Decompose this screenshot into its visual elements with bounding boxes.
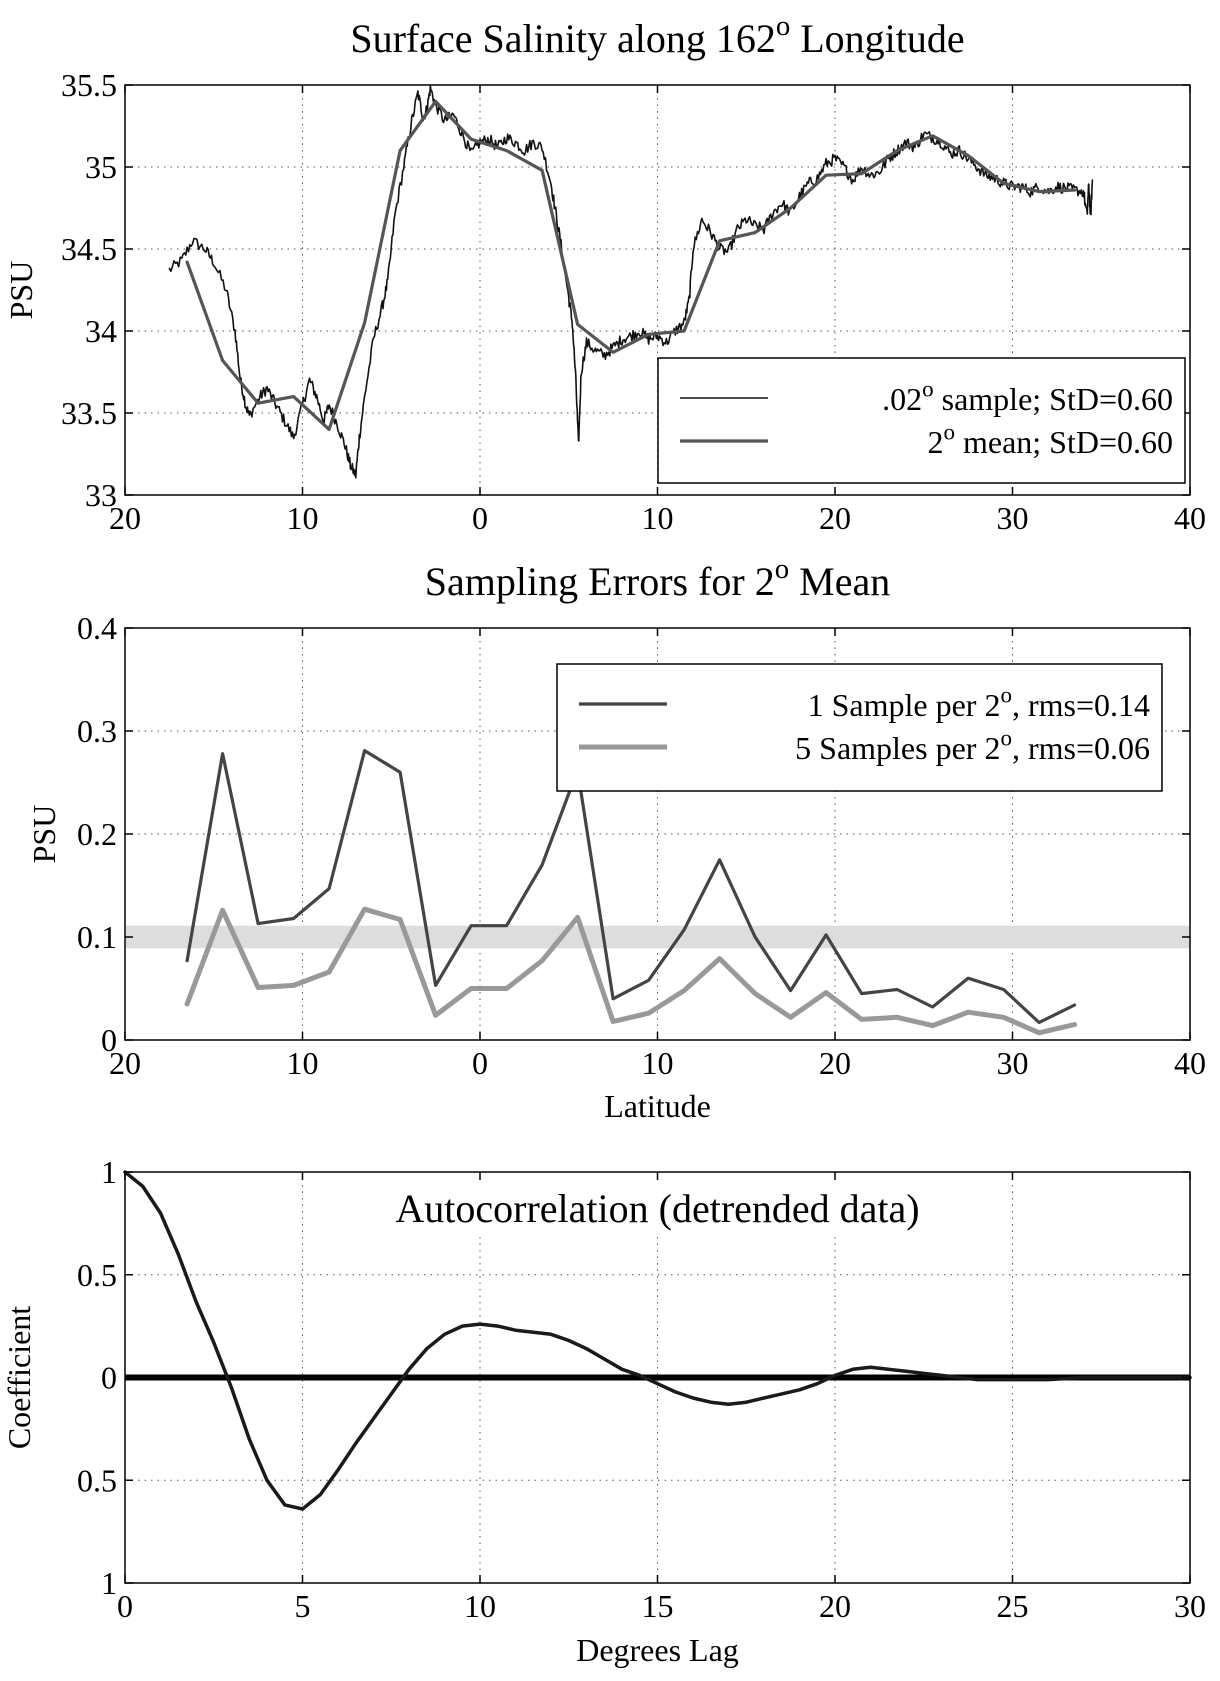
y-tick-label: 34: [85, 313, 117, 349]
series-line-2: [185, 99, 1077, 431]
x-tick-label: 20: [819, 1045, 851, 1081]
x-tick-label: 10: [642, 1045, 674, 1081]
chart-title: Sampling Errors for 2o Mean: [425, 553, 890, 604]
x-axis-label: Latitude: [604, 1088, 711, 1124]
legend: 1 Sample per 2o, rms=0.145 Samples per 2…: [556, 663, 1163, 792]
y-tick-label: 0: [101, 1360, 117, 1396]
x-tick-label: 10: [287, 500, 319, 536]
y-tick-label: 33: [85, 477, 117, 513]
series-line-1: [168, 84, 1094, 479]
y-tick-label: 33.5: [61, 395, 117, 431]
x-axis-label: Degrees Lag: [576, 1632, 739, 1668]
x-tick-label: 0: [472, 1045, 488, 1081]
legend-label: 2o mean; StD=0.60: [927, 419, 1173, 460]
x-tick-label: 20: [109, 500, 141, 536]
x-tick-label: 30: [997, 500, 1029, 536]
y-tick-label: 1: [101, 1565, 117, 1601]
y-tick-label: 0: [101, 1022, 117, 1058]
legend-label: .02o sample; StD=0.60: [882, 376, 1173, 417]
y-tick-label: 1: [101, 1154, 117, 1190]
x-tick-label: 5: [295, 1588, 311, 1624]
series-line-2: [184, 906, 1078, 1036]
chart-panel-2: 20 10 0 10 20 30 40 0 0.1 0.2 0.3 0.4 Sampling Error…: [26, 553, 1206, 1124]
x-tick-label: 0: [472, 500, 488, 536]
x-tick-label: 25: [997, 1588, 1029, 1624]
x-tick-label: 30: [997, 1045, 1029, 1081]
x-tick-label: 20: [819, 500, 851, 536]
y-tick-label: 0.2: [77, 816, 117, 852]
legend-box: [657, 357, 1186, 484]
y-tick-label: 35.5: [61, 67, 117, 103]
legend-label: 1 Sample per 2o, rms=0.14: [808, 682, 1150, 723]
y-tick-label: 0.1: [77, 919, 117, 955]
x-tick-label: 10: [287, 1045, 319, 1081]
y-tick-label: 0.3: [77, 713, 117, 749]
y-tick-label: 35: [85, 149, 117, 185]
legend-label: 5 Samples per 2o, rms=0.06: [795, 725, 1150, 766]
y-axis-label: PSU: [3, 261, 39, 320]
x-tick-label: 40: [1174, 500, 1206, 536]
x-tick-label: 20: [109, 1045, 141, 1081]
x-tick-label: 15: [642, 1588, 674, 1624]
chart-panel-1: 20 10 0 10 20 30 40 33 33.5 34 34.5 35 35.5 Surface S…: [3, 10, 1206, 536]
y-tick-label: 0.5: [77, 1462, 117, 1498]
x-tick-label: 10: [642, 500, 674, 536]
x-tick-label: 40: [1174, 1045, 1206, 1081]
x-tick-label: 10: [464, 1588, 496, 1624]
chart-panel-3: 0 5 10 15 20 25 30 1 0.5 0 0.5 1 Autocorrelation (de…: [1, 1154, 1206, 1668]
x-tick-label: 20: [819, 1588, 851, 1624]
y-axis-label: PSU: [26, 805, 62, 864]
reference-band: [126, 925, 1189, 949]
chart-title: Surface Salinity along 162o Longitude: [350, 10, 964, 61]
chart-title: Autocorrelation (detrended data): [395, 1186, 919, 1231]
legend-box: [556, 663, 1163, 792]
x-tick-label: 30: [1174, 1588, 1206, 1624]
y-tick-label: 0.5: [77, 1257, 117, 1293]
title-background: [330, 1182, 980, 1234]
y-tick-label: 34.5: [61, 231, 117, 267]
y-tick-label: 0.4: [77, 610, 117, 646]
series-line-1: [123, 1170, 1192, 1511]
x-tick-label: 0: [117, 1588, 133, 1624]
series-line-1: [185, 749, 1077, 1025]
y-axis-label: Coefficient: [1, 1306, 37, 1449]
